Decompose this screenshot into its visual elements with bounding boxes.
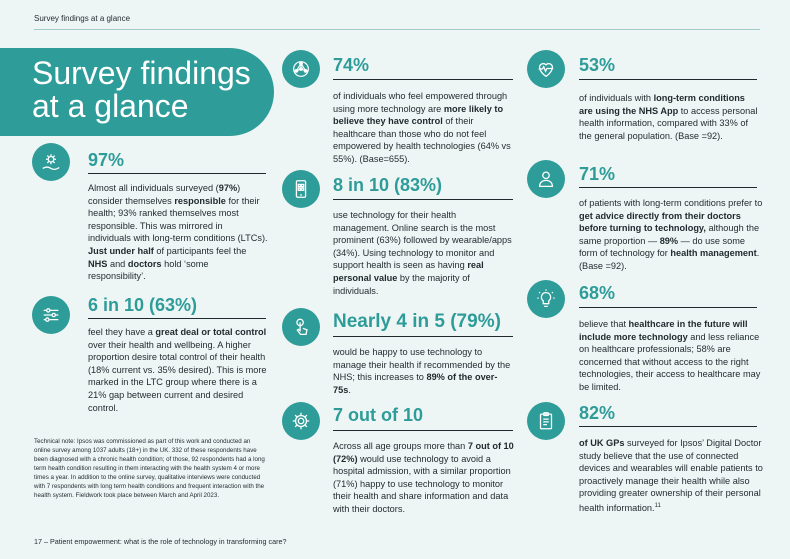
stat-97-text: Almost all individuals surveyed (97%) co… xyxy=(88,183,268,282)
clipboard-icon xyxy=(527,402,565,440)
heart-monitor-icon xyxy=(527,50,565,88)
stat-82-text: of UK GPs surveyed for Ipsos’ Digital Do… xyxy=(579,438,763,514)
gear-hand-icon xyxy=(32,143,70,181)
stat-68-heading: 68% xyxy=(579,283,616,303)
stat-6in10-rule xyxy=(88,318,266,319)
phone-app-icon xyxy=(282,170,320,208)
stat-97-rule xyxy=(88,173,266,174)
cog-icon xyxy=(282,402,320,440)
page-header: Survey findings at a glance xyxy=(34,14,131,23)
stat-8in10-heading: 8 in 10 (83%) xyxy=(333,175,443,195)
network-icon xyxy=(282,50,320,88)
stat-6in10-text: feel they have a great deal or total con… xyxy=(88,327,267,413)
lightbulb-icon xyxy=(527,280,565,318)
sliders-icon xyxy=(32,296,70,334)
stat-71-heading: 71% xyxy=(579,164,616,184)
stat-4in5-text: would be happy to use technology to mana… xyxy=(333,347,511,395)
stat-74-heading: 74% xyxy=(333,55,370,75)
stat-74-text: of individuals who feel empowered throug… xyxy=(333,91,511,164)
title-banner xyxy=(0,48,274,136)
stat-71-rule xyxy=(579,187,757,188)
stat-74-rule xyxy=(333,79,513,80)
stat-68-text: believe that healthcare in the future wi… xyxy=(579,319,761,392)
technical-note: Technical note: Ipsos was commissioned a… xyxy=(34,438,265,499)
stat-82-heading: 82% xyxy=(579,403,616,423)
stat-71-text: of patients with long-term conditions pr… xyxy=(579,198,763,271)
stat-4in5-heading: Nearly 4 in 5 (79%) xyxy=(333,311,501,332)
stat-7outof10-heading: 7 out of 10 xyxy=(333,405,424,425)
touch-icon xyxy=(282,308,320,346)
person-icon xyxy=(527,160,565,198)
page-footer: 17 – Patient empowerment: what is the ro… xyxy=(34,537,287,546)
stat-7outof10-text: Across all age groups more than 7 out of… xyxy=(333,441,514,514)
stat-82-rule xyxy=(579,426,757,427)
stat-8in10-text: use technology for their health manageme… xyxy=(333,210,512,296)
header-divider xyxy=(34,29,760,30)
stat-6in10-heading: 6 in 10 (63%) xyxy=(88,295,198,315)
page-title: Survey findings at a glance xyxy=(32,55,251,124)
stat-68-rule xyxy=(579,307,757,308)
stat-7outof10-rule xyxy=(333,430,513,431)
stat-8in10-rule xyxy=(333,199,513,200)
stat-53-rule xyxy=(579,79,757,80)
stat-53-text: of individuals with long-term conditions… xyxy=(579,93,758,141)
stat-53-heading: 53% xyxy=(579,55,616,75)
stat-97-heading: 97% xyxy=(88,150,125,170)
stat-4in5-rule xyxy=(333,336,513,337)
